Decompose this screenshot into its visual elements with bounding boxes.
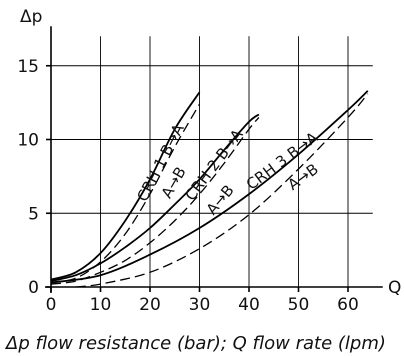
series-line-5 — [75, 93, 369, 288]
x-axis-title: Q — [388, 278, 401, 298]
series-line-2 — [50, 113, 260, 282]
x-tick-label: 30 — [189, 295, 211, 315]
y-tick-label: 15 — [17, 57, 39, 77]
grid — [51, 36, 373, 287]
x-tick-label: 60 — [337, 295, 359, 315]
x-tick-labels: 0 10 20 30 40 50 60 — [46, 287, 359, 315]
y-tick-label: 10 — [17, 131, 39, 151]
x-tick-label: 50 — [288, 295, 310, 315]
series-line-0 — [50, 91, 201, 281]
series-line-4 — [50, 90, 369, 284]
series-line-1 — [50, 103, 201, 284]
chart-caption: Δp flow resistance (bar); Q flow rate (l… — [4, 333, 386, 354]
x-tick-label: 0 — [46, 295, 57, 315]
x-tick-label: 20 — [139, 295, 161, 315]
x-tick-label: 40 — [238, 295, 260, 315]
y-axis-title: Δp — [20, 7, 42, 27]
y-tick-labels: 0 5 10 15 — [17, 57, 51, 298]
series-lines — [50, 90, 369, 288]
y-tick-label: 5 — [28, 204, 39, 224]
y-tick-label: 0 — [28, 278, 39, 298]
x-tick-label: 10 — [90, 295, 112, 315]
